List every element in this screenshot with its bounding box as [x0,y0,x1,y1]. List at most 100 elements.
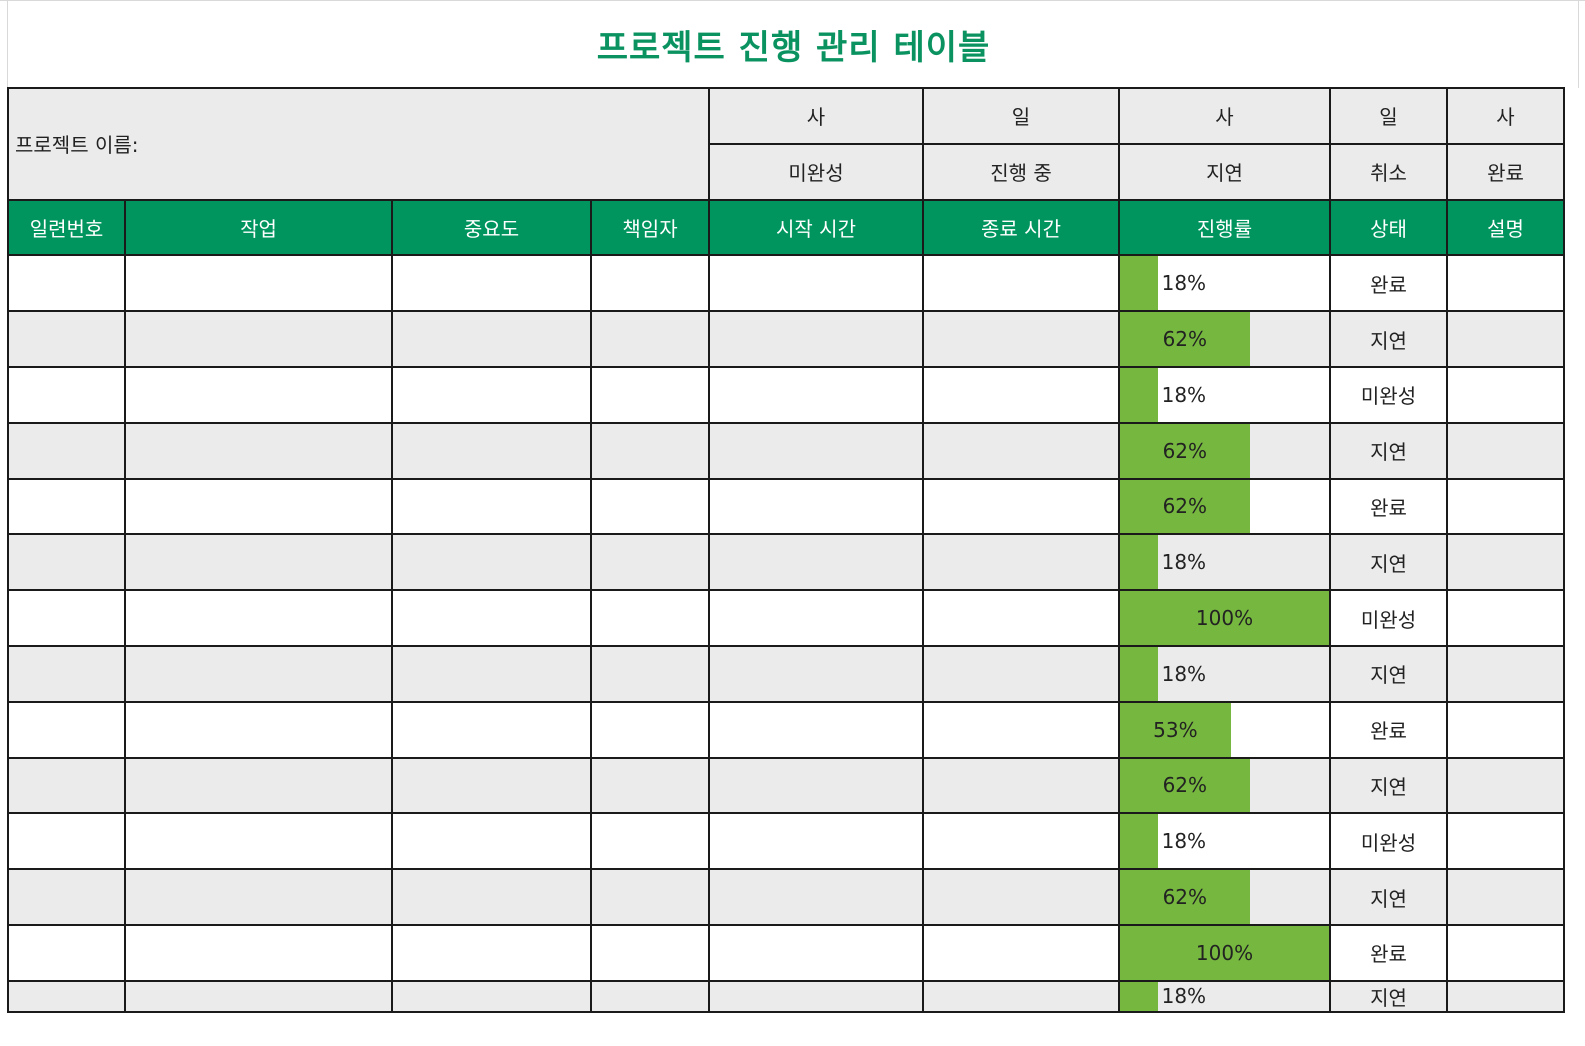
cell-description[interactable] [1448,981,1565,1013]
cell-description[interactable] [1448,256,1565,313]
cell-owner[interactable] [592,646,710,703]
cell-serial-number[interactable] [9,981,126,1013]
cell-owner[interactable] [592,981,710,1013]
cell-status[interactable]: 미완성 [1331,591,1448,647]
cell-task[interactable] [126,256,393,313]
cell-description[interactable] [1448,591,1565,647]
cell-priority[interactable] [393,256,592,313]
cell-start-time[interactable] [710,758,924,815]
cell-owner[interactable] [592,925,710,982]
cell-progress[interactable]: 18% [1120,367,1331,424]
cell-end-time[interactable] [924,702,1120,759]
cell-start-time[interactable] [710,646,924,703]
cell-end-time[interactable] [924,535,1120,592]
cell-serial-number[interactable] [9,814,126,871]
cell-priority[interactable] [393,479,592,536]
cell-end-time[interactable] [924,981,1120,1013]
cell-status[interactable]: 완료 [1331,479,1448,536]
cell-description[interactable] [1448,423,1565,480]
cell-priority[interactable] [393,870,592,926]
cell-description[interactable] [1448,367,1565,424]
cell-owner[interactable] [592,256,710,313]
cell-serial-number[interactable] [9,646,126,703]
cell-progress[interactable]: 62% [1120,479,1331,536]
cell-priority[interactable] [393,591,592,647]
cell-end-time[interactable] [924,870,1120,926]
cell-end-time[interactable] [924,256,1120,313]
cell-task[interactable] [126,423,393,480]
cell-description[interactable] [1448,925,1565,982]
cell-progress[interactable]: 18% [1120,646,1331,703]
cell-status[interactable]: 지연 [1331,981,1448,1013]
cell-priority[interactable] [393,925,592,982]
cell-priority[interactable] [393,367,592,424]
cell-task[interactable] [126,870,393,926]
cell-status[interactable]: 지연 [1331,423,1448,480]
cell-owner[interactable] [592,367,710,424]
cell-owner[interactable] [592,591,710,647]
cell-end-time[interactable] [924,591,1120,647]
cell-start-time[interactable] [710,312,924,368]
cell-serial-number[interactable] [9,479,126,536]
cell-status[interactable]: 미완성 [1331,367,1448,424]
cell-progress[interactable]: 100% [1120,591,1331,647]
cell-end-time[interactable] [924,423,1120,480]
cell-status[interactable]: 지연 [1331,312,1448,368]
cell-serial-number[interactable] [9,591,126,647]
cell-owner[interactable] [592,423,710,480]
cell-start-time[interactable] [710,423,924,480]
cell-task[interactable] [126,702,393,759]
cell-end-time[interactable] [924,814,1120,871]
cell-priority[interactable] [393,758,592,815]
cell-task[interactable] [126,367,393,424]
cell-priority[interactable] [393,312,592,368]
cell-priority[interactable] [393,646,592,703]
cell-end-time[interactable] [924,925,1120,982]
cell-start-time[interactable] [710,591,924,647]
cell-task[interactable] [126,312,393,368]
cell-priority[interactable] [393,814,592,871]
cell-start-time[interactable] [710,535,924,592]
cell-task[interactable] [126,814,393,871]
cell-status[interactable]: 지연 [1331,758,1448,815]
cell-start-time[interactable] [710,256,924,313]
cell-start-time[interactable] [710,925,924,982]
cell-serial-number[interactable] [9,925,126,982]
cell-description[interactable] [1448,646,1565,703]
cell-task[interactable] [126,646,393,703]
cell-start-time[interactable] [710,981,924,1013]
cell-task[interactable] [126,535,393,592]
cell-task[interactable] [126,758,393,815]
cell-status[interactable]: 완료 [1331,256,1448,313]
cell-serial-number[interactable] [9,870,126,926]
cell-end-time[interactable] [924,312,1120,368]
cell-end-time[interactable] [924,646,1120,703]
cell-start-time[interactable] [710,702,924,759]
cell-progress[interactable]: 62% [1120,870,1331,926]
cell-status[interactable]: 미완성 [1331,814,1448,871]
cell-owner[interactable] [592,312,710,368]
cell-progress[interactable]: 18% [1120,981,1331,1013]
cell-progress[interactable]: 62% [1120,312,1331,368]
cell-status[interactable]: 지연 [1331,535,1448,592]
cell-serial-number[interactable] [9,758,126,815]
cell-owner[interactable] [592,702,710,759]
cell-priority[interactable] [393,702,592,759]
cell-progress[interactable]: 100% [1120,925,1331,982]
cell-status[interactable]: 지연 [1331,646,1448,703]
cell-end-time[interactable] [924,758,1120,815]
cell-task[interactable] [126,981,393,1013]
cell-end-time[interactable] [924,479,1120,536]
cell-owner[interactable] [592,479,710,536]
cell-status[interactable]: 완료 [1331,925,1448,982]
cell-owner[interactable] [592,870,710,926]
cell-description[interactable] [1448,479,1565,536]
cell-serial-number[interactable] [9,367,126,424]
cell-progress[interactable]: 18% [1120,256,1331,313]
cell-start-time[interactable] [710,367,924,424]
cell-progress[interactable]: 18% [1120,535,1331,592]
cell-description[interactable] [1448,312,1565,368]
project-name-label[interactable]: 프로젝트 이름: [9,89,710,201]
cell-start-time[interactable] [710,870,924,926]
cell-priority[interactable] [393,535,592,592]
